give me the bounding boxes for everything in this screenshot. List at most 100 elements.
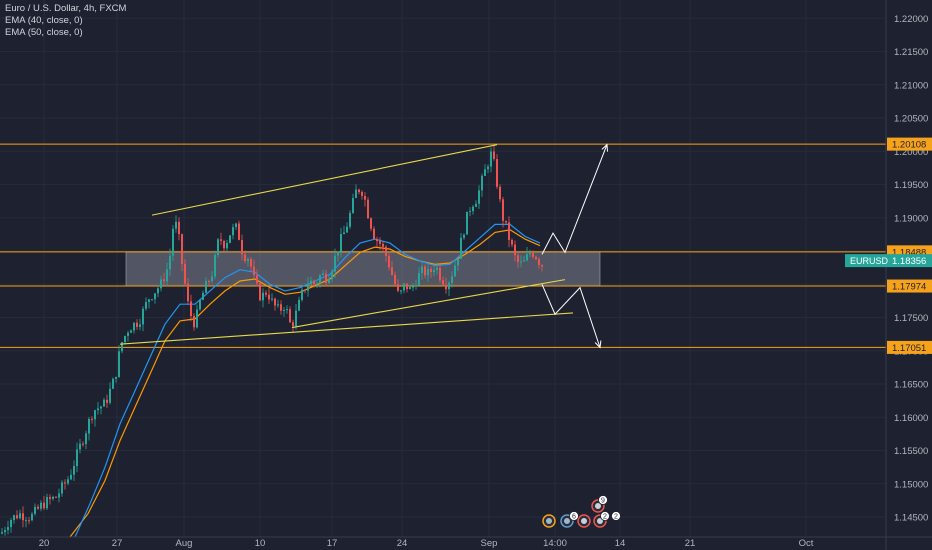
candle	[40, 500, 42, 512]
candle	[205, 277, 207, 294]
calendar-event-icon[interactable]	[542, 514, 556, 528]
candle	[211, 271, 213, 284]
candle-body	[139, 324, 141, 327]
candle	[355, 184, 357, 199]
candle	[214, 250, 216, 280]
candle-body	[157, 288, 159, 294]
candle	[493, 145, 495, 161]
level-price-tag	[887, 137, 932, 151]
candle	[532, 250, 534, 259]
candle	[463, 233, 465, 240]
candle	[499, 184, 501, 203]
flag-event-icon[interactable]	[577, 514, 591, 528]
projection-arrows[interactable]	[541, 143, 608, 349]
candle	[319, 273, 321, 288]
candle	[418, 267, 420, 287]
candle	[94, 409, 96, 427]
price-tick-label: 1.20500	[894, 114, 928, 125]
candle-body	[478, 190, 480, 204]
candle-body	[511, 240, 513, 245]
candle	[406, 283, 408, 293]
candle	[280, 300, 282, 315]
event-count-badge: 6	[569, 511, 579, 521]
candle	[31, 511, 33, 522]
candle-body	[166, 269, 168, 282]
candle	[106, 394, 108, 408]
candle-body	[466, 211, 468, 235]
candle	[367, 197, 369, 219]
candle	[502, 197, 504, 228]
candle	[193, 313, 195, 331]
candle	[160, 275, 162, 292]
candle-body	[490, 151, 492, 167]
candle	[37, 504, 39, 510]
candle-body	[313, 280, 315, 285]
badge-circle	[611, 511, 621, 521]
candle	[373, 226, 375, 240]
legend-ema50[interactable]: EMA (50, close, 0)	[5, 27, 83, 38]
candle	[136, 319, 138, 330]
time-tick-label: Sep	[481, 538, 498, 549]
candle-body	[379, 241, 381, 244]
candle-body	[364, 196, 366, 200]
candle	[79, 439, 81, 454]
trend-line[interactable]	[119, 312, 574, 345]
candle-body	[73, 466, 75, 475]
event-markers[interactable]: 6 2 2 9	[542, 495, 621, 528]
candle-body	[124, 336, 126, 343]
price-tick-label: 1.21500	[894, 47, 928, 58]
price-tick-label: 1.22000	[894, 14, 928, 25]
candle	[256, 269, 258, 287]
projection-path[interactable]	[541, 144, 608, 255]
candle-body	[211, 276, 213, 282]
time-tick-label: 21	[685, 538, 696, 549]
candle-body	[244, 254, 246, 262]
candle-body	[208, 281, 210, 282]
candle-body	[190, 301, 192, 317]
candle-body	[334, 255, 336, 272]
price-labels: 1.20108 1.18488 1.17974 1.17051 EURUSD 1.1835…	[845, 137, 932, 354]
candle	[391, 260, 393, 276]
candle	[364, 192, 366, 207]
candle-body	[154, 293, 156, 300]
candle-body	[136, 322, 138, 327]
level-price-tag	[887, 340, 932, 354]
candle-body	[103, 399, 105, 407]
candle	[88, 416, 90, 441]
trend-line[interactable]	[291, 279, 566, 329]
time-axis[interactable]: 20 27 Aug 10 17 24 Sep 14:00 14 21 Oct	[0, 536, 932, 549]
candle-body	[301, 289, 303, 300]
candle	[403, 283, 405, 294]
candle-body	[76, 449, 78, 467]
candle	[4, 526, 6, 536]
candle-body	[82, 443, 84, 445]
candle-body	[109, 388, 111, 403]
candle	[349, 210, 351, 229]
candle-body	[289, 309, 291, 323]
projection-path[interactable]	[541, 284, 601, 348]
candle	[268, 288, 270, 304]
candle-body	[433, 270, 435, 273]
trend-line[interactable]	[151, 144, 498, 216]
candle-body	[88, 418, 90, 434]
candle	[454, 259, 456, 277]
candle-body	[361, 192, 363, 196]
legend-title[interactable]: Euro / U.S. Dollar, 4h, FXCM	[5, 3, 127, 14]
candle	[520, 255, 522, 268]
candle-body	[55, 496, 57, 498]
candle	[235, 222, 237, 231]
candle-body	[463, 234, 465, 238]
candle	[97, 402, 99, 415]
trend-lines[interactable]	[119, 144, 574, 345]
candle-body	[178, 221, 180, 235]
candle-body	[460, 237, 462, 259]
legend-ema40[interactable]: EMA (40, close, 0)	[5, 15, 83, 26]
time-tick-label: 14:00	[543, 538, 567, 549]
candle	[46, 493, 48, 510]
candle	[397, 279, 399, 293]
candle	[448, 281, 450, 297]
candle	[187, 277, 189, 305]
